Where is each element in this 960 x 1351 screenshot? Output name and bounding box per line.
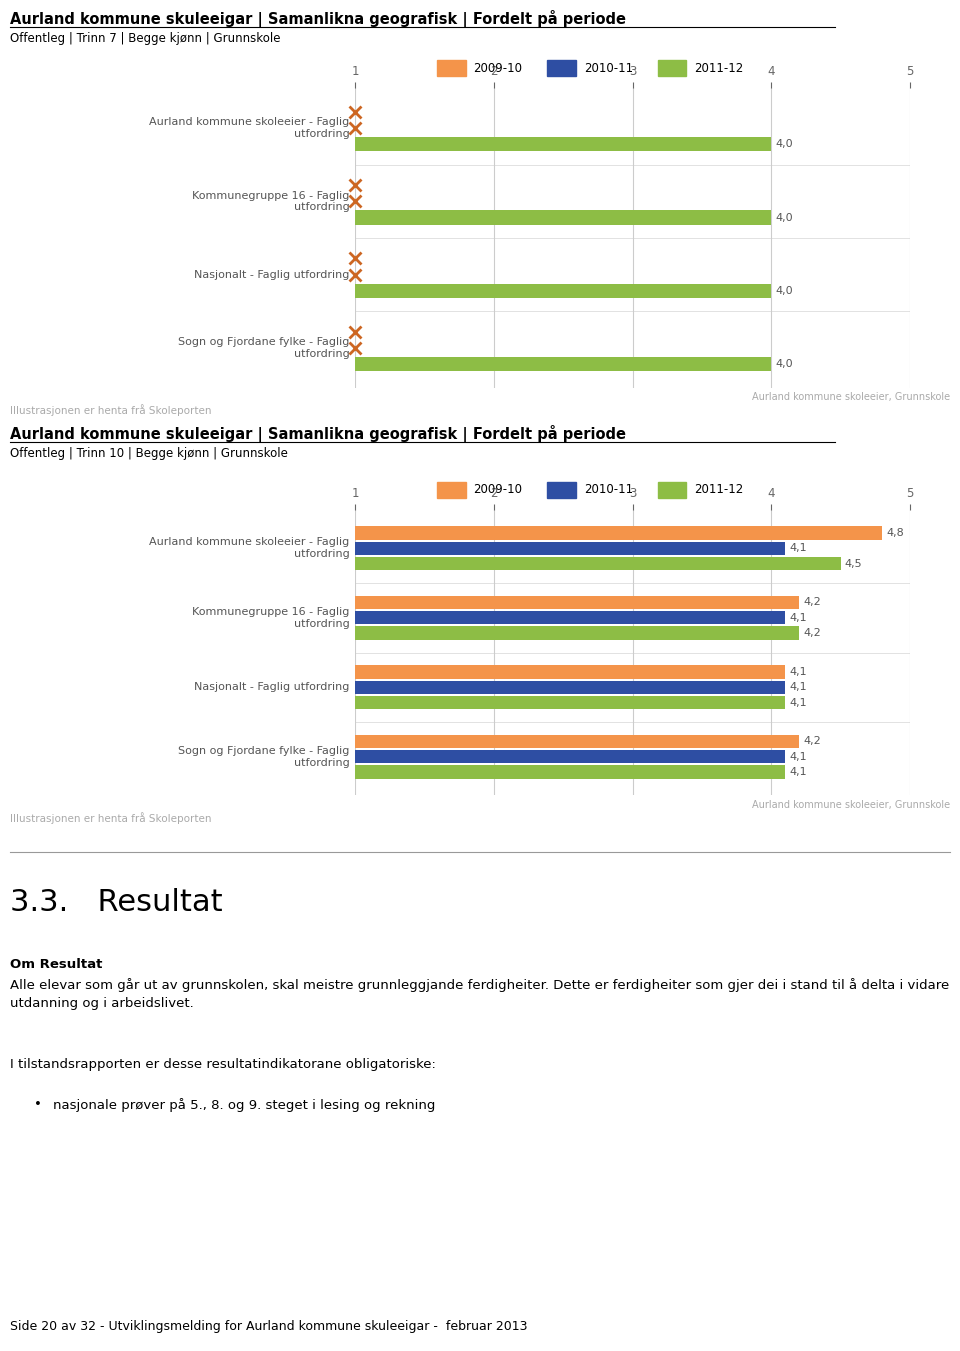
Bar — [355, 284, 771, 297]
Text: I tilstandsrapporten er desse resultatindikatorane obligatoriske:: I tilstandsrapporten er desse resultatin… — [10, 1058, 436, 1071]
Text: 4,1: 4,1 — [789, 767, 807, 777]
Text: 4,1: 4,1 — [789, 543, 807, 553]
Bar — [355, 357, 771, 372]
Text: Offentleg | Trinn 10 | Begge kjønn | Grunnskole: Offentleg | Trinn 10 | Begge kjønn | Gru… — [10, 447, 287, 459]
Text: 2010-11: 2010-11 — [584, 484, 633, 497]
Text: 4,8: 4,8 — [886, 528, 904, 538]
Bar — [355, 542, 785, 555]
Text: 3.3.   Resultat: 3.3. Resultat — [10, 888, 222, 917]
Text: 2011-12: 2011-12 — [694, 62, 743, 74]
Text: Offentleg | Trinn 7 | Begge kjønn | Grunnskole: Offentleg | Trinn 7 | Begge kjønn | Grun… — [10, 32, 280, 45]
Bar — [355, 138, 771, 151]
Text: 4,1: 4,1 — [789, 667, 807, 677]
Text: Aurland kommune skoleeier, Grunnskole: Aurland kommune skoleeier, Grunnskole — [753, 800, 950, 811]
Text: 4,1: 4,1 — [789, 751, 807, 762]
Text: 4,0: 4,0 — [776, 359, 793, 369]
Bar — [355, 750, 785, 763]
Text: 4,1: 4,1 — [789, 613, 807, 623]
Text: 2010-11: 2010-11 — [584, 62, 633, 74]
Text: 4,5: 4,5 — [845, 558, 862, 569]
Text: Om Resultat: Om Resultat — [10, 958, 102, 971]
Text: 4,2: 4,2 — [804, 628, 821, 638]
Text: Alle elevar som går ut av grunnskolen, skal meistre grunnleggjande ferdigheiter.: Alle elevar som går ut av grunnskolen, s… — [10, 978, 948, 1011]
Text: 4,0: 4,0 — [776, 139, 793, 150]
Text: 4,0: 4,0 — [776, 212, 793, 223]
Bar — [355, 665, 785, 678]
Text: 2009-10: 2009-10 — [473, 484, 522, 497]
Bar — [355, 627, 799, 640]
Bar — [355, 526, 882, 539]
Text: 4,0: 4,0 — [776, 285, 793, 296]
Bar — [355, 211, 771, 224]
Text: nasjonale prøver på 5., 8. og 9. steget i lesing og rekning: nasjonale prøver på 5., 8. og 9. steget … — [53, 1098, 435, 1112]
Text: Illustrasjonen er henta frå Skoleporten: Illustrasjonen er henta frå Skoleporten — [10, 404, 211, 416]
Text: 4,2: 4,2 — [804, 736, 821, 747]
Text: 4,1: 4,1 — [789, 682, 807, 692]
Text: 4,1: 4,1 — [789, 697, 807, 708]
Bar — [355, 557, 841, 570]
Bar — [355, 596, 799, 609]
Text: Aurland kommune skuleeigar | Samanlikna geografisk | Fordelt på periode: Aurland kommune skuleeigar | Samanlikna … — [10, 426, 626, 443]
Text: Illustrasjonen er henta frå Skoleporten: Illustrasjonen er henta frå Skoleporten — [10, 812, 211, 824]
Bar — [355, 681, 785, 694]
Text: 2011-12: 2011-12 — [694, 484, 743, 497]
Text: Aurland kommune skuleeigar | Samanlikna geografisk | Fordelt på periode: Aurland kommune skuleeigar | Samanlikna … — [10, 9, 626, 28]
Bar — [355, 735, 799, 748]
Text: Aurland kommune skoleeier, Grunnskole: Aurland kommune skoleeier, Grunnskole — [753, 392, 950, 403]
Text: 2009-10: 2009-10 — [473, 62, 522, 74]
Text: •: • — [34, 1098, 41, 1111]
Bar — [355, 765, 785, 778]
Bar — [355, 611, 785, 624]
Bar — [355, 696, 785, 709]
Text: 4,2: 4,2 — [804, 597, 821, 608]
Text: Side 20 av 32 - Utviklingsmelding for Aurland kommune skuleeigar -  februar 2013: Side 20 av 32 - Utviklingsmelding for Au… — [10, 1320, 527, 1333]
